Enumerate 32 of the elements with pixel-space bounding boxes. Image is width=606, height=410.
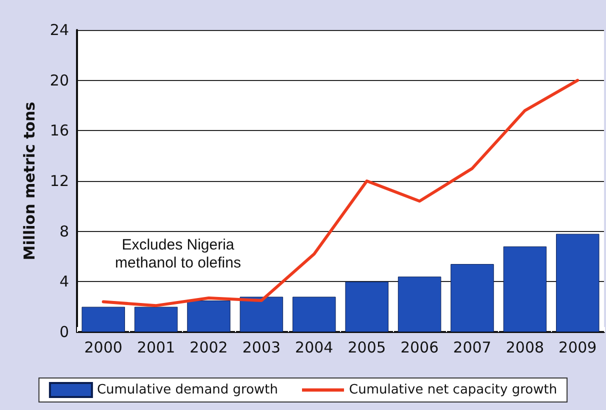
bar [450, 264, 494, 332]
legend-label: Cumulative net capacity growth [349, 382, 558, 398]
y-axis-title: Million metric tons [20, 102, 38, 260]
line-series [102, 78, 580, 308]
x-tick-label: 2005 [348, 338, 386, 356]
bar [503, 246, 547, 332]
bar [398, 276, 442, 332]
bar [187, 300, 230, 332]
y-tick-label: 0 [59, 323, 69, 341]
y-tick-label: 4 [59, 272, 69, 291]
x-tick-label: 2003 [242, 338, 281, 356]
y-tick-label: 16 [50, 122, 69, 140]
x-tick-label: 2001 [136, 338, 176, 356]
bar [345, 282, 388, 332]
x-tick-label: 2004 [295, 338, 334, 356]
annotation: Excludes Nigeria methanol to olefins [115, 236, 241, 272]
bar [556, 234, 600, 332]
legend-label: Cumulative demand growth [96, 382, 278, 398]
bar [292, 296, 336, 332]
x-tick-label: 2002 [190, 338, 228, 356]
bar [240, 296, 284, 332]
x-tick-label: 2000 [84, 338, 122, 356]
x-tick-label: 2008 [506, 338, 544, 356]
x-tick-label: 2009 [558, 338, 597, 356]
bar [82, 306, 125, 332]
bar [134, 306, 178, 332]
y-tick-label: 20 [50, 71, 69, 90]
x-tick-label: 2007 [453, 338, 492, 356]
y-tick-label: 8 [59, 222, 69, 240]
y-tick-label: 12 [50, 172, 69, 190]
y-tick-label: 24 [50, 21, 69, 39]
x-tick-label: 2006 [400, 338, 439, 356]
